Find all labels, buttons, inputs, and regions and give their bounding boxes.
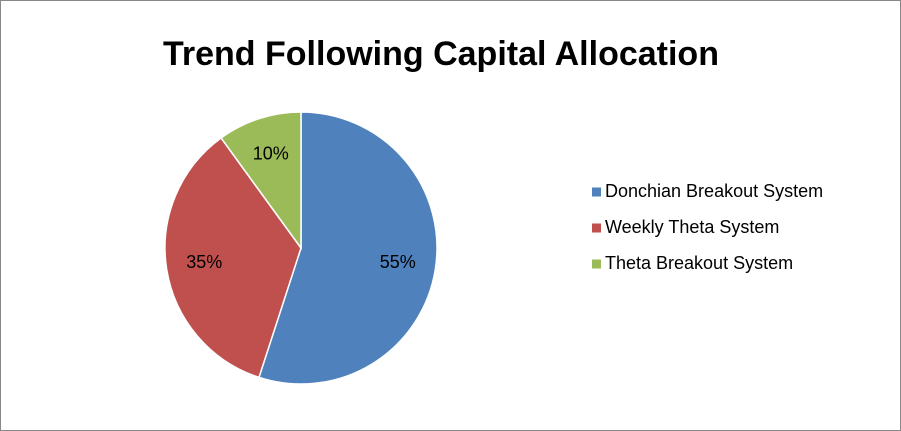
legend-swatch <box>592 187 601 197</box>
pie-slice <box>164 136 302 379</box>
pie-slice <box>220 111 302 251</box>
chart-title: Trend Following Capital Allocation <box>163 35 719 73</box>
pie-slice <box>258 111 438 385</box>
legend-label: Donchian Breakout System <box>605 181 823 201</box>
legend-label: Weekly Theta System <box>605 217 779 237</box>
data-label: 35% <box>186 252 222 272</box>
data-label: 55% <box>380 252 416 272</box>
legend-swatch <box>592 223 601 233</box>
data-label: 10% <box>253 144 289 164</box>
legend-label: Theta Breakout System <box>605 253 793 273</box>
legend-swatch <box>592 259 601 269</box>
